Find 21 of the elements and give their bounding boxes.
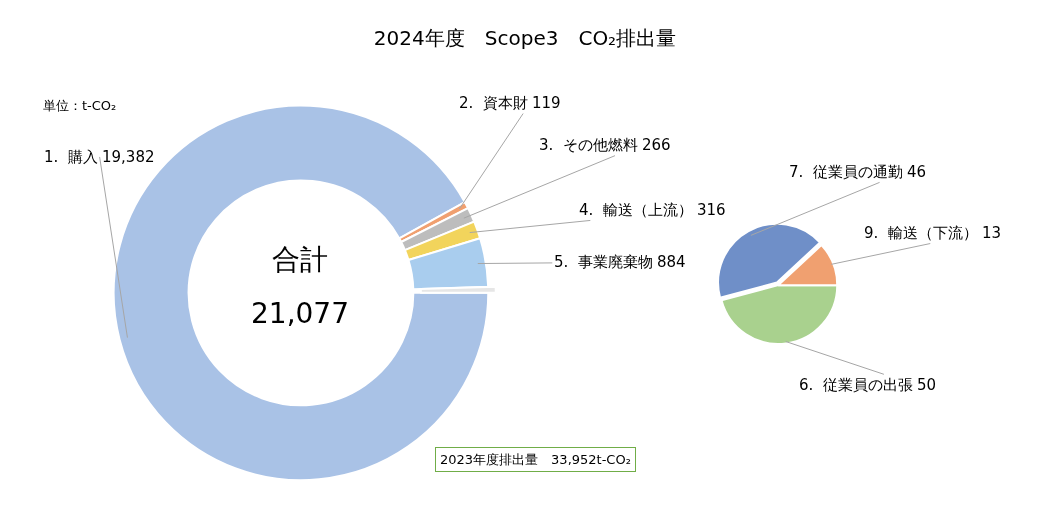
data-label: 46: [907, 163, 927, 181]
slice-label: 4. 輸送（上流）: [579, 201, 693, 219]
chart-title: 2024年度 Scope3 CO₂排出量: [373, 26, 677, 51]
data-label: 13: [982, 224, 1002, 242]
data-label: 50: [917, 376, 937, 394]
slice-label: 9. 輸送（下流）: [864, 224, 978, 242]
data-label: 19,382: [102, 148, 155, 166]
text: 合計: [272, 243, 328, 276]
data-label: 316: [697, 201, 726, 219]
text: 2023年度排出量 33,952t-CO₂: [440, 452, 631, 467]
slice-label: 7. 従業員の通勤: [789, 163, 903, 181]
slice-label: 2. 資本財: [459, 94, 528, 112]
data-label: 884: [657, 253, 686, 271]
slice-label: 3. その他燃料: [539, 136, 638, 154]
slice-label: 1. 購入: [44, 148, 98, 166]
text: 単位：t-CO₂: [43, 98, 117, 113]
data-label: 119: [532, 94, 561, 112]
text: 21,077: [251, 297, 349, 330]
slice-label: 6. 従業員の出張: [799, 376, 913, 394]
data-label: 266: [642, 136, 671, 154]
slice-label: 5. 事業廃棄物: [554, 253, 653, 271]
